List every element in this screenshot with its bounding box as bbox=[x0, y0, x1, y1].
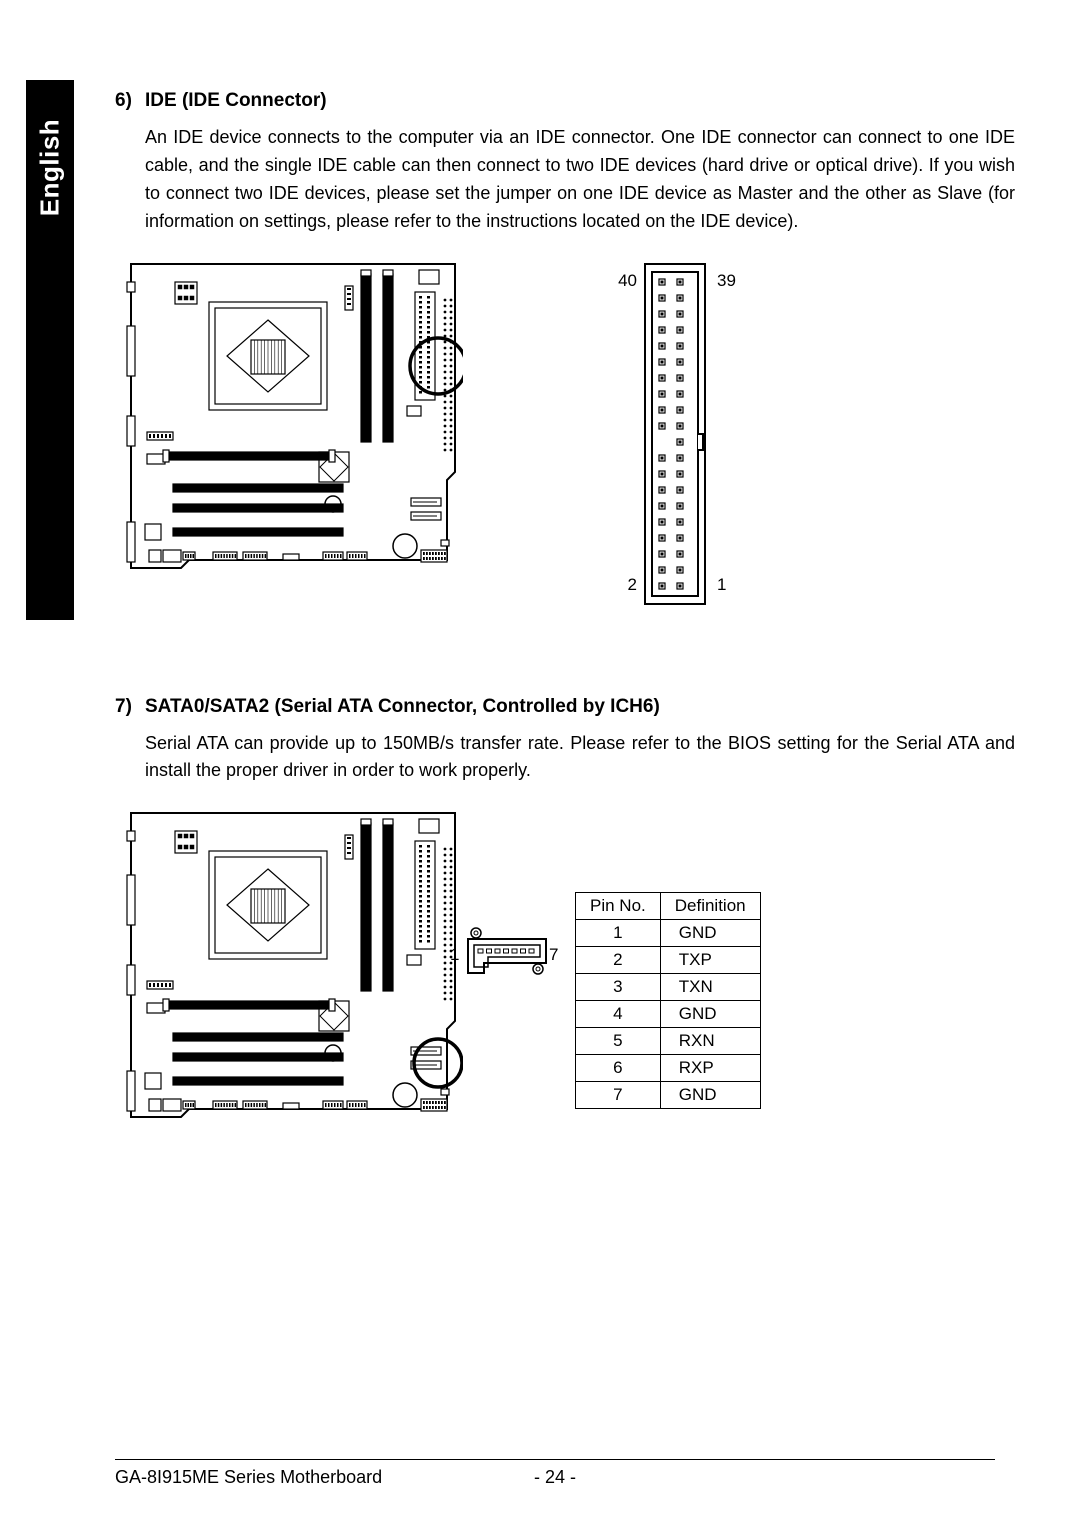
pin-number-cell: 3 bbox=[576, 974, 661, 1001]
ide-pin-svg: 40 39 2 1 bbox=[575, 256, 815, 616]
section-7-heading: 7) SATA0/SATA2 (Serial ATA Connector, Co… bbox=[115, 696, 1015, 718]
pin-number-cell: 1 bbox=[576, 920, 661, 947]
pin-number-cell: 4 bbox=[576, 1001, 661, 1028]
pin-definition-cell: RXP bbox=[660, 1055, 760, 1082]
section-6-number: 6) bbox=[115, 90, 145, 112]
pin-definition-cell: GND bbox=[660, 920, 760, 947]
footer-page-number: - 24 - bbox=[534, 1467, 576, 1488]
section-6-heading: 6) IDE (IDE Connector) bbox=[115, 90, 1015, 112]
footer-rule bbox=[115, 1459, 995, 1460]
pin-definition-cell: TXN bbox=[660, 974, 760, 1001]
svg-text:40: 40 bbox=[618, 271, 637, 290]
pin-number-cell: 2 bbox=[576, 947, 661, 974]
section-6-body: An IDE device connects to the computer v… bbox=[145, 124, 1015, 236]
motherboard-diagram-7 bbox=[123, 805, 463, 1125]
pin-number-cell: 7 bbox=[576, 1082, 661, 1109]
pin-number-cell: 6 bbox=[576, 1055, 661, 1082]
table-header: Pin No. bbox=[576, 893, 661, 920]
motherboard-diagram-6 bbox=[123, 256, 463, 576]
section-6: 6) IDE (IDE Connector) An IDE device con… bbox=[115, 90, 1015, 636]
section-7-body: Serial ATA can provide up to 150MB/s tra… bbox=[145, 730, 1015, 786]
page-footer: GA-8I915ME Series Motherboard - 24 - bbox=[115, 1467, 995, 1488]
section-6-figures: 40 39 2 1 bbox=[115, 256, 1015, 636]
pin-definition-cell: GND bbox=[660, 1001, 760, 1028]
page: English 6) IDE (IDE Connector) An IDE de… bbox=[0, 0, 1080, 1532]
table-row: 2TXP bbox=[576, 947, 761, 974]
table-header: Definition bbox=[660, 893, 760, 920]
pin-number-cell: 5 bbox=[576, 1028, 661, 1055]
svg-text:1: 1 bbox=[717, 575, 726, 594]
section-7: 7) SATA0/SATA2 (Serial ATA Connector, Co… bbox=[115, 696, 1015, 1186]
sata-pin-table: Pin No.Definition1GND2TXP3TXN4GND5RXN6RX… bbox=[575, 892, 761, 1109]
sata-pin-left-label: 1 bbox=[450, 945, 459, 965]
section-7-number: 7) bbox=[115, 696, 145, 718]
language-sidebar: English bbox=[26, 80, 74, 620]
table-row: 3TXN bbox=[576, 974, 761, 1001]
section-7-figures: 1 7 Pin No.Definition1GND2TXP3TXN4GND5RX… bbox=[115, 805, 1015, 1185]
svg-text:2: 2 bbox=[628, 575, 637, 594]
table-row: 5RXN bbox=[576, 1028, 761, 1055]
svg-text:39: 39 bbox=[717, 271, 736, 290]
table-row: 4GND bbox=[576, 1001, 761, 1028]
table-row: 1GND bbox=[576, 920, 761, 947]
pin-definition-cell: GND bbox=[660, 1082, 760, 1109]
content-area: 6) IDE (IDE Connector) An IDE device con… bbox=[115, 90, 1015, 1225]
section-7-title: SATA0/SATA2 (Serial ATA Connector, Contr… bbox=[145, 696, 660, 718]
table-row: 7GND bbox=[576, 1082, 761, 1109]
language-label: English bbox=[35, 119, 66, 216]
pin-definition-cell: TXP bbox=[660, 947, 760, 974]
table-row: 6RXP bbox=[576, 1055, 761, 1082]
ide-pinout: 40 39 2 1 bbox=[575, 256, 815, 621]
sata-pin-right-label: 7 bbox=[549, 945, 558, 965]
pin-definition-cell: RXN bbox=[660, 1028, 760, 1055]
section-6-title: IDE (IDE Connector) bbox=[145, 90, 327, 112]
